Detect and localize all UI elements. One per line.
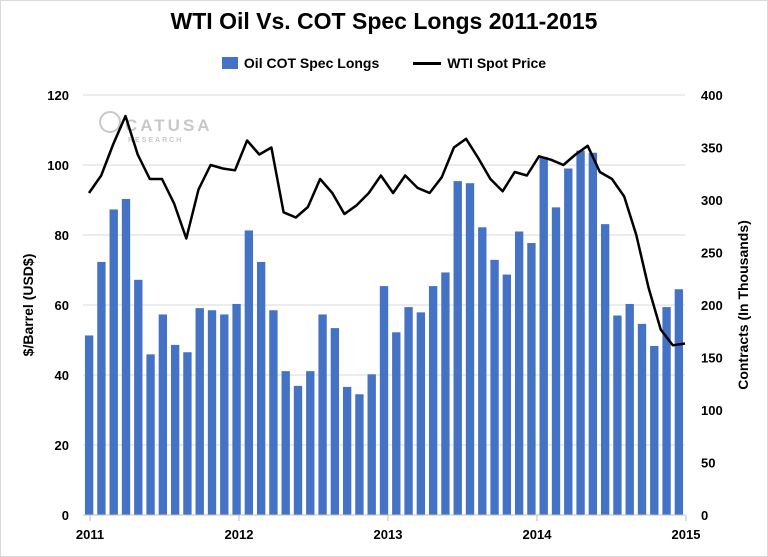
- y-right-tick-label: 0: [701, 508, 708, 523]
- bar-spec-longs: [453, 181, 462, 515]
- bar-spec-longs: [441, 272, 450, 515]
- bar-spec-longs: [342, 386, 352, 515]
- bar-spec-longs: [256, 261, 266, 515]
- y-right-tick-label: 250: [701, 246, 723, 261]
- bar-spec-longs: [170, 344, 180, 515]
- legend-item-bars: Oil COT Spec Longs: [221, 55, 380, 71]
- bar-spec-longs: [84, 335, 94, 515]
- y-left-tick-label: 120: [47, 88, 69, 103]
- bar-spec-longs: [428, 286, 438, 515]
- y-left-tick-label: 0: [62, 508, 69, 523]
- bar-spec-longs: [183, 352, 192, 515]
- legend-swatch-line: [413, 61, 442, 65]
- bar-spec-longs: [134, 279, 143, 515]
- bar-spec-longs: [650, 345, 659, 515]
- bar-spec-longs: [121, 198, 131, 515]
- bar-spec-longs: [576, 150, 585, 515]
- bar-spec-longs: [367, 374, 376, 515]
- bar-spec-longs: [379, 286, 389, 515]
- bar-spec-longs: [355, 394, 364, 515]
- bar-spec-longs: [306, 371, 315, 515]
- bar-spec-longs: [588, 152, 598, 515]
- bar-spec-longs: [97, 261, 106, 515]
- bar-spec-longs: [637, 323, 647, 515]
- bar-spec-longs: [232, 303, 241, 515]
- x-tick-label: 2011: [76, 527, 104, 542]
- bar-spec-longs: [330, 328, 340, 515]
- y-right-tick-label: 200: [701, 298, 723, 313]
- chart-legend: Oil COT Spec Longs WTI Spot Price: [0, 55, 768, 71]
- bar-spec-longs: [613, 315, 622, 515]
- line-wti-spot-price: [87, 114, 686, 347]
- y-right-tick-label: 50: [701, 456, 715, 471]
- bar-spec-longs: [625, 303, 634, 515]
- bar-spec-longs: [244, 230, 254, 515]
- bar-spec-longs: [158, 314, 168, 515]
- bar-spec-longs: [416, 312, 426, 515]
- bar-spec-longs: [207, 310, 217, 515]
- bar-spec-longs: [600, 224, 610, 515]
- y-right-tick-label: 400: [701, 88, 723, 103]
- bar-spec-longs: [564, 168, 573, 515]
- bar-spec-longs: [478, 227, 487, 516]
- y-right-axis-title: Contracts (In Thousands): [735, 220, 751, 390]
- legend-label-line: WTI Spot Price: [447, 55, 547, 71]
- y-left-axis-title: $/Barrel (USD$): [20, 254, 36, 357]
- watermark-logo-icon: [99, 111, 121, 133]
- legend-item-line: WTI Spot Price: [413, 55, 546, 71]
- y-right-tick-label: 100: [701, 403, 723, 418]
- bar-spec-longs: [269, 310, 278, 515]
- y-left-tick-label: 80: [55, 228, 69, 243]
- y-right-tick-label: 150: [701, 351, 723, 366]
- x-tick-label: 2015: [672, 527, 701, 542]
- bar-spec-longs: [220, 314, 229, 515]
- bar-spec-longs: [502, 274, 512, 515]
- watermark-name: CATUSA: [125, 116, 213, 135]
- x-tick-label: 2013: [374, 527, 403, 542]
- bar-spec-longs: [146, 354, 155, 515]
- bar-spec-longs: [392, 332, 401, 515]
- bar-spec-longs: [662, 307, 671, 515]
- y-right-tick-label: 350: [701, 141, 723, 156]
- y-left-tick-label: 40: [55, 368, 69, 383]
- legend-swatch-bars: [221, 57, 238, 69]
- x-tick-label: 2014: [523, 527, 553, 542]
- bar-spec-longs: [551, 207, 561, 515]
- bar-spec-longs: [109, 209, 118, 515]
- y-left-tick-label: 60: [55, 298, 69, 313]
- bar-spec-longs: [404, 307, 413, 515]
- y-right-tick-label: 300: [701, 193, 723, 208]
- watermark-tagline: RESEARCH: [128, 137, 183, 144]
- x-tick-label: 2012: [225, 527, 254, 542]
- chart-title: WTI Oil Vs. COT Spec Longs 2011-2015: [170, 8, 598, 34]
- bar-spec-longs: [527, 243, 536, 516]
- bar-spec-longs: [195, 308, 204, 515]
- y-left-tick-label: 100: [47, 158, 69, 173]
- bar-spec-longs: [539, 156, 548, 515]
- bar-spec-longs: [465, 183, 475, 515]
- bar-spec-longs: [293, 385, 303, 515]
- bar-spec-longs: [281, 371, 290, 515]
- bar-spec-longs: [514, 231, 524, 515]
- bar-spec-longs: [318, 314, 327, 515]
- legend-label-bars: Oil COT Spec Longs: [243, 55, 380, 71]
- y-left-tick-label: 20: [55, 438, 69, 453]
- bar-spec-longs: [490, 259, 499, 515]
- bar-spec-longs: [674, 289, 684, 515]
